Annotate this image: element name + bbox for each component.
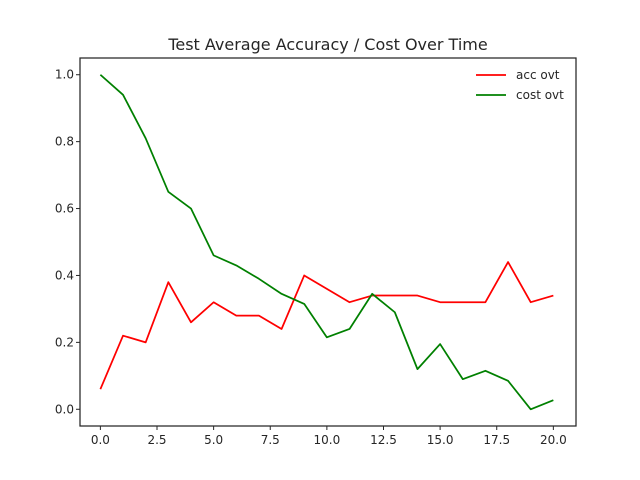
y-tick-label: 1.0 xyxy=(55,68,74,82)
x-tick-label: 7.5 xyxy=(261,433,280,447)
series-line-acc-ovt xyxy=(99,261,554,390)
y-axis: 0.0 0.2 0.4 0.6 0.8 1.0 xyxy=(55,68,80,416)
plot-area xyxy=(79,57,577,427)
x-axis: 0.0 2.5 5.0 7.5 10.0 12.5 15.0 17.5 20.0 xyxy=(91,426,567,447)
y-tick-label: 0.0 xyxy=(55,402,74,416)
x-tick-label: 10.0 xyxy=(314,433,341,447)
legend-label: acc ovt xyxy=(516,68,560,82)
x-tick-label: 17.5 xyxy=(483,433,510,447)
legend: acc ovt cost ovt xyxy=(476,68,564,102)
y-tick-label: 0.8 xyxy=(55,135,74,149)
plot-frame xyxy=(79,57,577,427)
x-tick-label: 12.5 xyxy=(370,433,397,447)
y-tick-label: 0.4 xyxy=(55,268,74,282)
x-tick-label: 5.0 xyxy=(204,433,223,447)
x-tick-label: 15.0 xyxy=(427,433,454,447)
x-tick-label: 20.0 xyxy=(540,433,567,447)
series-layer xyxy=(99,74,554,411)
y-tick-label: 0.6 xyxy=(55,202,74,216)
y-tick-label: 0.2 xyxy=(55,335,74,349)
x-tick-label: 2.5 xyxy=(147,433,166,447)
series-line-cost-ovt xyxy=(99,74,554,411)
legend-label: cost ovt xyxy=(516,88,564,102)
x-tick-label: 0.0 xyxy=(91,433,110,447)
chart-title: Test Average Accuracy / Cost Over Time xyxy=(167,35,487,54)
